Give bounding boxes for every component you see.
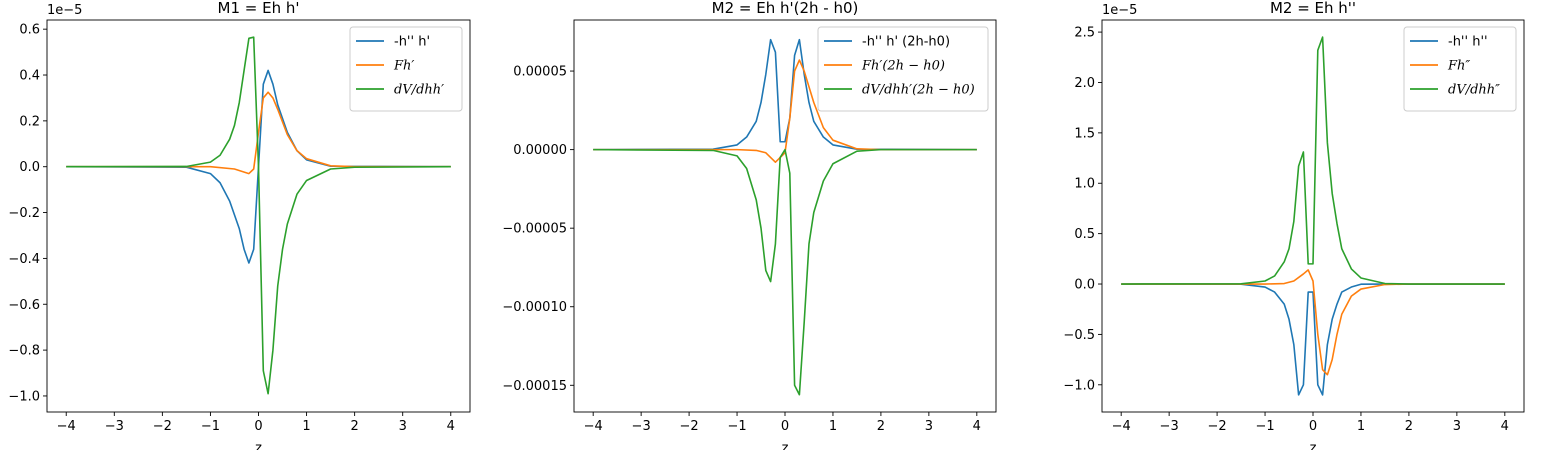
series-line-2 [593,59,977,163]
legend-box [349,26,463,112]
subplot-3: −4 −3 −2 −1 0 1 2 3 4 −1.0 −0.5 0.0 0.5 1.0 1.5 2.0 2.5 1… [1063,0,1525,450]
legend-entry: dV/dhh′ [394,83,444,98]
y-tick-label: 2.0 [1074,76,1095,91]
y-tick-label: −0.00005 [502,222,567,237]
y-tick-label: −1.0 [8,389,40,404]
x-tick-label: −3 [1160,419,1179,434]
series-line-3 [66,36,451,395]
x-tick-label: 0 [781,419,789,434]
y-tick-label: 0.2 [19,114,40,129]
axis-offset-text: 1e−5 [47,3,82,18]
chart-title: M1 = Eh h' [218,0,300,17]
chart-title: M2 = Eh h'(2h - h0) [712,0,859,17]
chart-title: M2 = Eh h'' [1270,0,1356,17]
x-tick-label: −4 [1112,419,1131,434]
x-tick-label: 2 [1405,419,1413,434]
x-tick-label: 1 [1357,419,1365,434]
legend-entry: dV/dhh″ [1448,83,1500,98]
series-line-3 [1121,36,1505,285]
legend-entry: -h'' h'' [1448,35,1488,50]
y-tick-label: −1.0 [1063,378,1095,393]
legend: -h'' h'' Fh″ dV/dhh″ [1403,26,1517,112]
legend-entry: Fh′(2h − h0) [861,59,945,74]
legend-entry: -h'' h' (2h-h0) [862,35,950,50]
y-tick-label: 0.0 [1074,278,1095,293]
x-tick-label: −3 [632,419,651,434]
x-axis-label: z [1310,441,1317,450]
x-tick-label: −1 [1255,419,1274,434]
series-line-3 [593,148,977,396]
x-tick-label: 1 [829,419,837,434]
series-line-2 [1121,269,1505,376]
x-tick-label: −1 [727,419,746,434]
x-tick-label: −4 [584,419,603,434]
x-tick-label: −3 [105,419,124,434]
legend: -h'' h' (2h-h0) Fh′(2h − h0) dV/dhh′(2h − … [817,26,989,112]
y-tick-label: −0.2 [8,206,40,221]
x-tick-label: 4 [973,419,981,434]
x-tick-label: 2 [877,419,885,434]
x-tick-label: −4 [57,419,76,434]
x-tick-label: 0 [1309,419,1317,434]
legend-box [1403,26,1517,112]
subplot-2: −4 −3 −2 −1 0 1 2 3 4 −0.00015 −0.00010 −0.00005 0.0… [502,0,997,450]
legend-entry: dV/dhh′(2h − h0) [862,83,975,98]
x-tick-label: 0 [254,419,262,434]
x-tick-label: −1 [201,419,220,434]
axis-offset-text: 1e−5 [1102,3,1137,18]
series-line-1 [593,38,977,151]
y-tick-label: −0.00015 [502,379,567,394]
y-tick-label: −0.5 [1063,328,1095,343]
y-tick-label: −0.00010 [502,300,567,315]
y-tick-label: 2.5 [1074,26,1095,41]
x-tick-label: −2 [153,419,172,434]
y-tick-label: 0.00005 [513,65,567,80]
legend: -h'' h' Fh′ dV/dhh′ [349,26,463,112]
legend-box [817,26,989,112]
y-tick-label: 1.5 [1074,126,1095,141]
y-tick-label: −0.6 [8,298,40,313]
y-tick-label: 1.0 [1074,177,1095,192]
legend-entry: -h'' h' [394,35,430,50]
x-tick-label: 3 [399,419,407,434]
x-tick-label: −2 [1208,419,1227,434]
x-tick-label: 2 [350,419,358,434]
x-tick-label: −2 [680,419,699,434]
x-tick-label: 4 [447,419,455,434]
y-tick-label: −0.8 [8,344,40,359]
y-tick-label: 0.0 [19,160,40,175]
series-line-1 [1121,283,1505,396]
y-tick-label: 0.4 [19,69,40,84]
x-axis-label: z [782,441,789,450]
x-tick-label: 1 [302,419,310,434]
x-tick-label: 3 [925,419,933,434]
y-tick-label: 0.00000 [513,143,567,158]
y-tick-label: 0.6 [19,23,40,38]
x-tick-label: 4 [1501,419,1509,434]
x-tick-label: 3 [1453,419,1461,434]
x-axis-label: z [255,441,262,450]
legend-entry: Fh″ [1447,59,1470,74]
y-tick-label: −0.4 [8,252,40,267]
subplot-1: −4 −3 −2 −1 0 1 2 3 4 −1.0 −0.8 −0.6 −0.4 −0.2 0.0 0.2 0… [8,0,471,450]
y-tick-label: 0.5 [1074,227,1095,242]
legend-entry: Fh′ [393,59,414,74]
series-line-2 [66,91,451,175]
